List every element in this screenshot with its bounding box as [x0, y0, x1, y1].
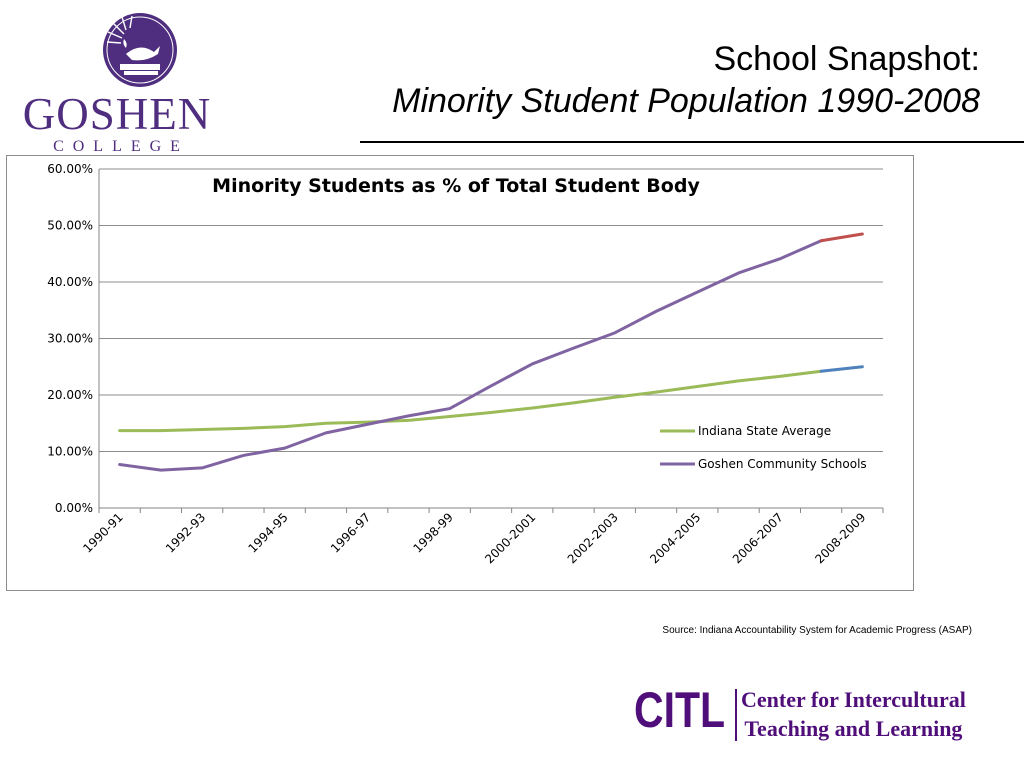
title-divider [360, 141, 1024, 143]
x-tick-label: 2002-2003 [565, 510, 621, 566]
logo-wordmark: GOSHEN [22, 89, 212, 139]
y-tick-label: 40.00% [47, 275, 93, 289]
citl-logo: CITL Center for Intercultural Teaching a… [634, 683, 1014, 753]
y-tick-label: 0.00% [55, 501, 93, 515]
citl-divider [735, 689, 737, 741]
legend-label: Indiana State Average [698, 424, 831, 438]
x-tick-label: 1990-91 [80, 510, 125, 555]
slide-title: School Snapshot: Minority Student Popula… [392, 38, 980, 122]
slide-title-line2: Minority Student Population 1990-2008 [392, 82, 980, 120]
series-line-1 [118, 239, 823, 472]
chart-title: Minority Students as % of Total Student … [212, 175, 700, 197]
x-tick-label: 1996-97 [328, 510, 373, 555]
lamp-seal-icon [103, 13, 177, 87]
line-chart: 0.00% 10.00% 20.00% 30.00% 40.00% 50.00% 60.00… [47, 162, 884, 566]
citl-name-line2: Teaching and Learning [744, 716, 963, 741]
y-tick-label: 20.00% [47, 388, 93, 402]
series-line-0 [118, 369, 823, 433]
x-tick-label: 1998-99 [411, 510, 456, 555]
chart-frame: 0.00% 10.00% 20.00% 30.00% 40.00% 50.00% 60.00… [6, 155, 914, 591]
x-tick-label: 2008-2009 [812, 510, 868, 566]
x-tick-label: 2000-2001 [482, 510, 538, 566]
logo-subtitle: COLLEGE [53, 138, 189, 155]
legend-label: Goshen Community Schools [698, 457, 867, 471]
slide-title-line1: School Snapshot: [713, 40, 980, 78]
citl-mark: CITL [634, 682, 726, 738]
source-note: Source: Indiana Accountability System fo… [662, 625, 972, 636]
goshen-college-logo: GOSHEN COLLEGE [22, 10, 212, 155]
series-last-segment-0 [819, 365, 864, 373]
x-tick-label: 1992-93 [163, 510, 208, 555]
y-tick-label: 10.00% [47, 445, 93, 459]
citl-name-line1: Center for Intercultural [741, 687, 966, 712]
x-tick-label: 2006-2007 [730, 510, 786, 566]
y-tick-label: 60.00% [47, 162, 93, 176]
x-tick-label: 1994-95 [245, 510, 290, 555]
series-last-segment-1 [819, 232, 864, 243]
y-tick-label: 30.00% [47, 332, 93, 346]
citl-name: Center for Intercultural Teaching and Le… [741, 685, 966, 743]
x-tick-label: 2004-2005 [647, 510, 703, 566]
y-tick-label: 50.00% [47, 219, 93, 233]
